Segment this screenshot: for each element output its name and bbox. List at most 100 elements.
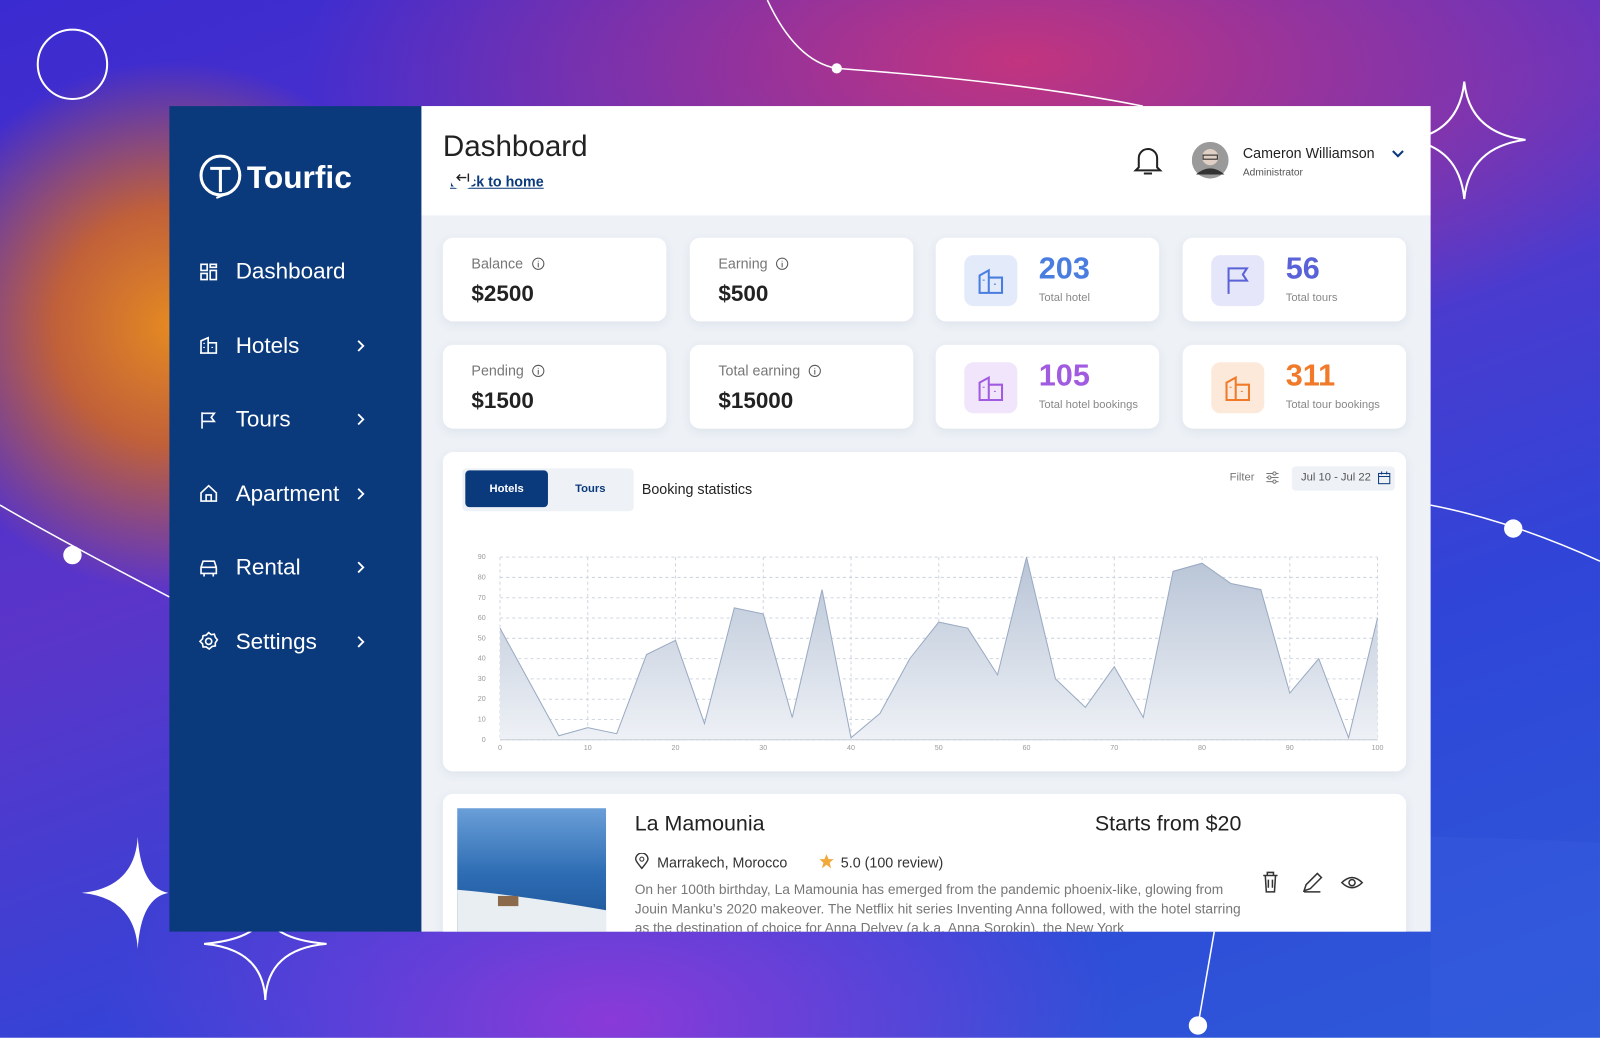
listing-card: La Mamounia Starts from $20 Marrakech, M… xyxy=(442,793,1407,932)
icon-path xyxy=(204,637,213,646)
y-tick-label: 70 xyxy=(478,594,486,602)
icon-path xyxy=(199,336,218,354)
icon-path xyxy=(978,375,1004,402)
nav-item[interactable]: Dashboard xyxy=(198,258,382,285)
icon-path xyxy=(978,268,1004,294)
chevron xyxy=(357,413,365,426)
nav-label: Tours xyxy=(235,406,291,432)
chart-card: Hotels Tours Booking statistics Filter J… xyxy=(442,452,1407,772)
main: Dashboard Back to home Cameron Williamso… xyxy=(421,106,1431,932)
icon-path xyxy=(532,364,545,378)
icon-path xyxy=(1225,375,1250,402)
icon-path xyxy=(198,631,219,650)
y-tick-label: 90 xyxy=(478,553,486,561)
y-tick-label: 0 xyxy=(482,736,486,744)
stat-value: 311 xyxy=(1285,359,1336,393)
icon-path xyxy=(808,364,822,378)
star-icon xyxy=(819,854,834,869)
listing-name: La Mamounia xyxy=(634,812,765,836)
card-label: Total earning xyxy=(718,362,822,379)
nav-icon xyxy=(200,559,218,577)
chevron xyxy=(357,339,365,352)
dropdown-icon[interactable] xyxy=(1391,149,1405,159)
nav-item[interactable]: Apartment xyxy=(198,480,382,507)
icon-path xyxy=(357,635,365,648)
date-range: Jul 10 - Jul 22 xyxy=(1301,471,1371,484)
info-icon xyxy=(532,364,545,378)
card-value: $1500 xyxy=(471,387,534,414)
nav-icon xyxy=(200,484,218,502)
stat-card: 203 Total hotel xyxy=(935,237,1160,322)
y-tick-label: 30 xyxy=(478,675,486,683)
y-tick-label: 50 xyxy=(478,634,486,642)
location-icon xyxy=(634,853,649,870)
x-tick-label: 90 xyxy=(1286,744,1294,752)
tab[interactable]: Hotels xyxy=(465,470,548,508)
chart-title: Booking statistics xyxy=(641,480,753,497)
balance-card: Balance $2500 xyxy=(442,237,667,322)
stat-card: 56 Total tours xyxy=(1182,237,1407,322)
stat-value: 105 xyxy=(1038,359,1090,393)
calendar-icon[interactable] xyxy=(1378,471,1391,485)
icon-path xyxy=(200,484,218,502)
listing-actions[interactable] xyxy=(1259,870,1381,894)
nav-label: Apartment xyxy=(235,480,340,506)
hotel-image xyxy=(457,808,607,932)
date-picker[interactable] xyxy=(1291,466,1395,491)
y-tick-label: 60 xyxy=(478,614,486,622)
nav-item[interactable]: Tours xyxy=(198,406,382,433)
nav-item[interactable]: Rental xyxy=(198,554,382,581)
filter-icon[interactable] xyxy=(1265,470,1279,484)
stat-icon xyxy=(1211,362,1265,414)
x-tick-label: 100 xyxy=(1372,744,1384,752)
brand: Tourfic xyxy=(246,159,352,195)
nav-item[interactable]: Settings xyxy=(198,628,382,655)
x-tick-label: 80 xyxy=(1198,744,1206,752)
user-name: Cameron Williamson xyxy=(1242,144,1375,162)
listing-rating: 5.0 (100 review) xyxy=(840,854,944,871)
icon-path xyxy=(357,487,365,500)
nav-item[interactable]: Hotels xyxy=(198,332,382,359)
y-tick-label: 40 xyxy=(478,655,486,663)
avatar[interactable] xyxy=(1191,141,1229,179)
card-label: Balance xyxy=(471,255,544,271)
x-tick-label: 10 xyxy=(584,744,592,752)
card-label: Pending xyxy=(471,362,545,379)
icon-path xyxy=(1227,267,1249,294)
nav-icon xyxy=(200,262,218,280)
filter-label[interactable]: Filter xyxy=(1229,471,1255,484)
y-tick-label: 20 xyxy=(478,695,486,703)
tab[interactable]: Tours xyxy=(575,482,606,495)
stat-card: 311 Total tour bookings xyxy=(1182,344,1407,429)
info-icon xyxy=(776,257,789,270)
card-value: $500 xyxy=(718,280,769,307)
icon-path xyxy=(201,411,216,429)
line xyxy=(499,557,1379,740)
card-value: $2500 xyxy=(471,280,534,307)
x-tick-label: 20 xyxy=(672,744,680,752)
stat-icon xyxy=(964,255,1018,307)
sidebar: Tourfic Dashboard Hotels Tours Apartment Ren… xyxy=(169,106,422,932)
back-icon[interactable] xyxy=(448,165,477,194)
balance-card: Total earning $15000 xyxy=(689,344,914,429)
stat-card: 105 Total hotel bookings xyxy=(935,344,1160,429)
bell-icon[interactable] xyxy=(1133,145,1164,178)
page-title: Dashboard xyxy=(442,130,588,164)
stat-label: Total hotel xyxy=(1038,291,1090,305)
stat-value: 56 xyxy=(1285,252,1320,286)
x-tick-label: 40 xyxy=(847,744,855,752)
stat-icon xyxy=(964,362,1018,414)
balance-card: Pending $1500 xyxy=(442,344,667,429)
stat-label: Total tours xyxy=(1285,291,1338,305)
x-tick-label: 0 xyxy=(498,744,502,752)
user-role: Administrator xyxy=(1242,167,1303,179)
x-tick-label: 30 xyxy=(759,744,767,752)
chevron xyxy=(357,635,365,648)
icon-path xyxy=(531,257,544,270)
icon-path xyxy=(357,339,365,352)
nav-label: Hotels xyxy=(235,332,300,358)
area xyxy=(499,557,1378,740)
logo-icon xyxy=(199,154,242,199)
